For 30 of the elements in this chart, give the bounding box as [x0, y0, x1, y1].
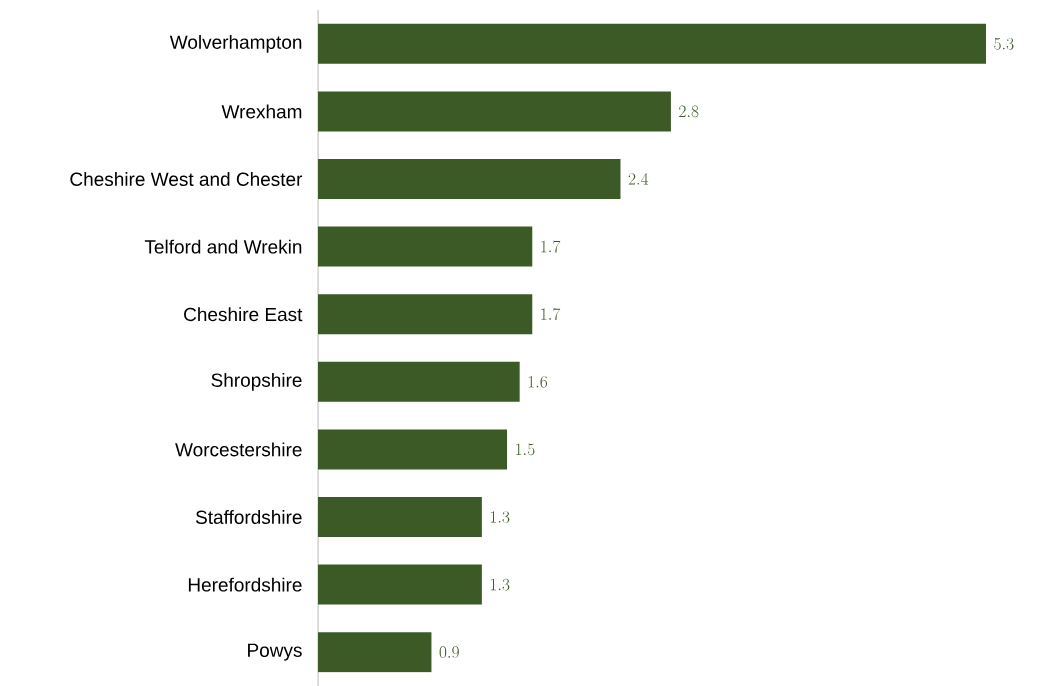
y-tick-label: Wolverhampton — [169, 34, 302, 53]
bar — [318, 159, 621, 200]
y-tick-label: Staffordshire — [195, 510, 302, 524]
y-tick-label: Cheshire West and Chester — [70, 172, 303, 186]
data-label: 1 .6 — [528, 375, 548, 388]
bar — [318, 91, 671, 132]
data-label: 1 .7 — [541, 240, 561, 253]
bar — [318, 23, 987, 64]
y-tick-label: Herefordshire — [188, 577, 302, 592]
data-label: 5.3 — [994, 37, 1014, 50]
y-tick-label: Wrexham — [221, 104, 302, 119]
data-label: 1 .5 — [516, 443, 535, 456]
data-label: 1 .3 — [490, 578, 510, 591]
y-tick-label: Powys — [248, 643, 302, 661]
data-label: 1 .3 — [490, 511, 510, 523]
y-tick-label: Worcestershire — [175, 442, 302, 457]
bar — [318, 632, 432, 673]
bar — [318, 361, 520, 402]
bar — [318, 497, 482, 538]
y-tick-label: Telford and Wrekin — [144, 239, 302, 254]
data-label: 1 .7 — [541, 308, 561, 321]
bar — [318, 226, 533, 267]
bar — [318, 429, 508, 470]
bar — [318, 564, 482, 605]
data-label: 0.9 — [439, 646, 459, 659]
y-tick-label: Shropshire — [211, 372, 302, 391]
y-tick-label: Cheshire East — [184, 307, 303, 322]
data-label: 2.8 — [679, 105, 699, 118]
bar — [318, 294, 533, 335]
data-label: 2.4 — [628, 173, 649, 185]
